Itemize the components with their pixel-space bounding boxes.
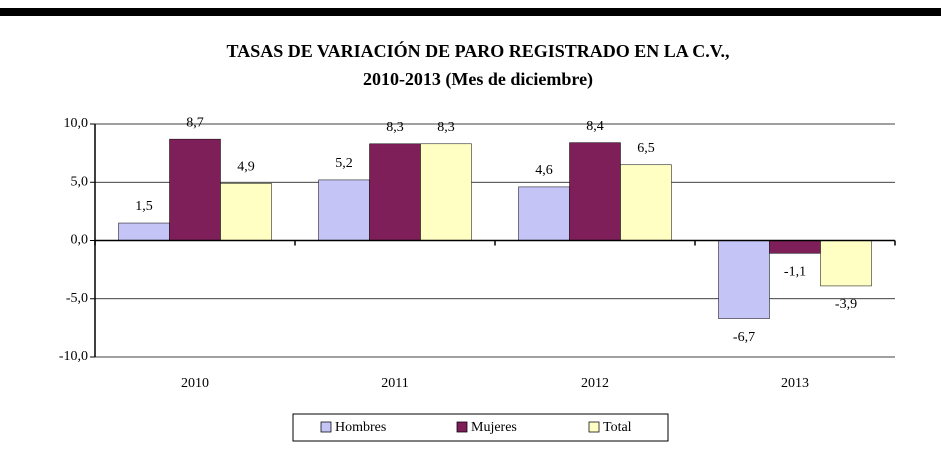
bar	[620, 164, 672, 241]
x-tick-label: 2013	[781, 376, 809, 391]
bar	[518, 186, 570, 241]
legend-swatch	[456, 421, 468, 433]
value-label: 5,2	[335, 156, 353, 171]
value-label: -6,7	[733, 330, 755, 345]
chart-title: 2010-2013 (Mes de diciembre)	[363, 69, 593, 90]
value-label: -3,9	[835, 297, 857, 312]
x-tick-label: 2012	[581, 376, 609, 391]
value-label: 8,4	[586, 119, 604, 134]
y-tick-label: 5,0	[71, 174, 89, 189]
value-label: -1,1	[784, 265, 806, 280]
legend-swatch	[320, 421, 332, 433]
bar	[569, 142, 621, 241]
bar	[769, 240, 821, 254]
y-tick-label: 10,0	[64, 116, 89, 131]
legend-box	[292, 413, 669, 442]
bar	[420, 143, 472, 241]
bar	[118, 222, 170, 241]
bar	[820, 240, 872, 287]
bar	[318, 179, 370, 241]
y-tick-label: -5,0	[66, 291, 88, 306]
legend-label: Mujeres	[471, 420, 517, 435]
bar	[169, 138, 221, 241]
legend-label: Hombres	[335, 420, 386, 435]
top-rule	[0, 8, 941, 16]
bar	[220, 183, 272, 241]
value-label: 8,3	[437, 120, 455, 135]
x-tick-label: 2011	[381, 376, 408, 391]
legend-label: Total	[603, 420, 632, 435]
chart-title: TASAS DE VARIACIÓN DE PARO REGISTRADO EN…	[227, 40, 730, 61]
value-label: 4,6	[535, 163, 553, 178]
y-tick-label: 0,0	[71, 233, 89, 248]
legend-swatch	[588, 421, 600, 433]
value-label: 6,5	[637, 141, 655, 156]
value-label: 8,3	[386, 120, 404, 135]
bar	[718, 240, 770, 319]
x-tick-label: 2010	[181, 376, 209, 391]
value-label: 1,5	[135, 199, 153, 214]
value-label: 8,7	[186, 115, 204, 130]
y-tick-label: -10,0	[59, 349, 88, 364]
value-label: 4,9	[237, 160, 255, 175]
bar	[369, 143, 421, 241]
